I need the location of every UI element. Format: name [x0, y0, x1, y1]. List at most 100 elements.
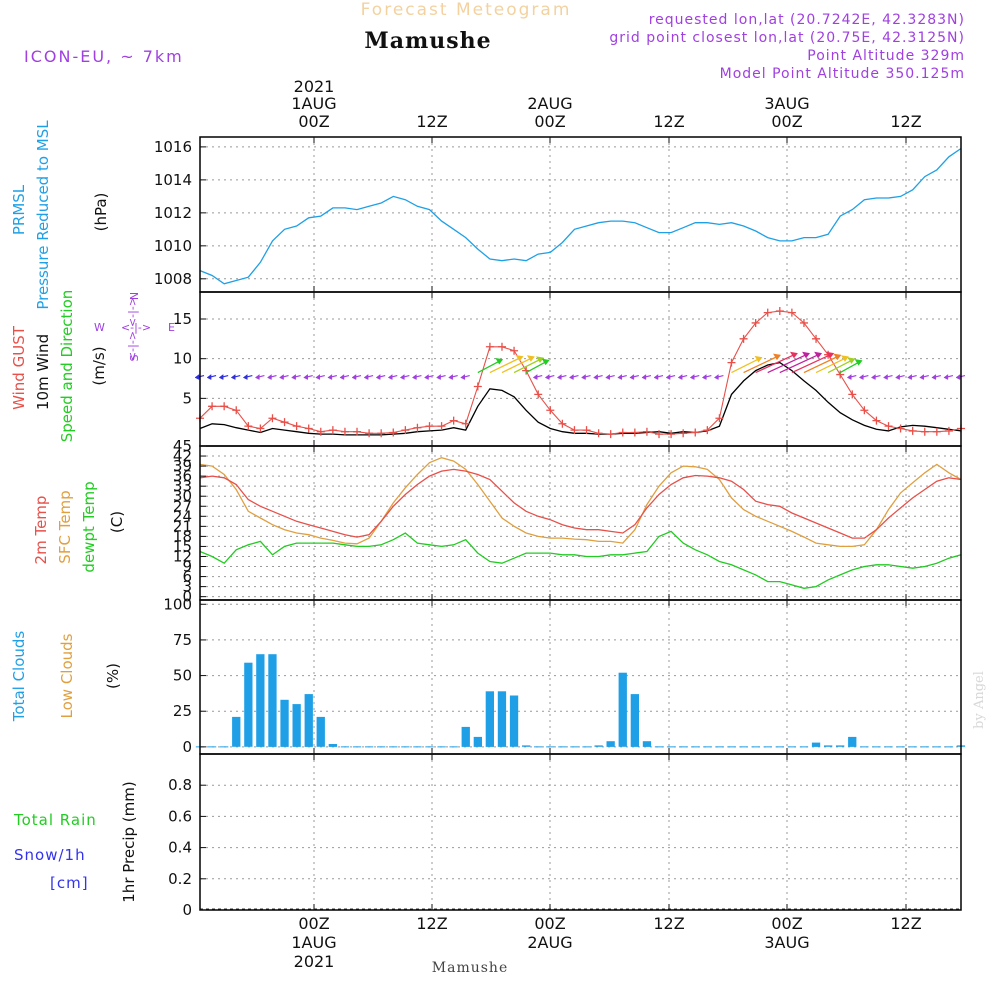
top-year-label: 2021: [294, 77, 335, 96]
gust-marker: [642, 427, 651, 436]
footer-location: Mamushe: [432, 960, 508, 976]
gust-marker: [449, 416, 458, 425]
ytick-label-p2-15: 45: [173, 437, 192, 455]
gust-marker: [389, 428, 398, 437]
compass-e: E: [168, 321, 175, 334]
wind-arrowhead: [833, 353, 842, 361]
wind-arrowhead: [847, 357, 856, 364]
bottom-date-2: 2AUG: [527, 933, 572, 952]
ytick-label-p0-2: 1012: [154, 204, 192, 222]
gust-marker: [208, 402, 217, 411]
compass-s: S: [128, 354, 141, 361]
point-altitude: Point Altitude 329m: [807, 48, 965, 64]
wind-arrowhead: [230, 374, 236, 380]
panel-frame-0: [199, 136, 962, 293]
wind-arrowhead: [194, 374, 200, 380]
ytick-label-p3-2: 50: [173, 667, 192, 685]
wind-arrowhead: [291, 374, 296, 380]
wind-arrowhead: [907, 374, 912, 380]
cloud-bar: [642, 741, 652, 747]
ytick-label-p2-8: 24: [173, 507, 192, 525]
cloud-bar: [497, 691, 507, 747]
gust-marker: [787, 308, 796, 317]
bottom-tick-1: 12Z: [416, 914, 447, 933]
wind-arrowhead: [206, 374, 212, 380]
gust-marker: [365, 429, 374, 438]
cloud-bar: [824, 745, 833, 747]
gust-marker: [244, 422, 253, 431]
ytick-label-p3-0: 0: [182, 738, 192, 756]
wind-arrowhead: [943, 374, 949, 380]
top-tick-5: 12Z: [890, 112, 921, 131]
wind-arrowhead: [515, 354, 524, 362]
bottom-tick-5: 12Z: [890, 914, 921, 933]
cloud-bar: [232, 716, 241, 747]
panel-frame-3: [199, 599, 962, 755]
chart-title: Mamushe: [364, 28, 491, 54]
top-date-2: 2AUG: [527, 94, 572, 113]
wind-arrowhead: [895, 374, 900, 380]
compass-ew-arrow: <-|->: [121, 321, 151, 334]
gust-marker: [944, 426, 953, 435]
wind-arrowhead: [883, 374, 888, 380]
bottom-tick-3: 12Z: [653, 914, 684, 933]
ytick-label-p3-3: 75: [173, 631, 192, 649]
wind-arrowhead: [448, 374, 453, 380]
cloud-bar: [618, 672, 627, 747]
pressure-unit: (hPa): [92, 193, 110, 232]
temp2m-label: 2m Temp: [32, 496, 50, 565]
gust-marker: [812, 334, 821, 343]
wind-direction-arrow: [743, 354, 781, 374]
cloud-bar: [485, 691, 494, 747]
wind-arrowhead: [854, 359, 863, 366]
ytick-label-p2-0: 0: [182, 588, 192, 606]
wind-direction-arrow: [489, 356, 523, 374]
cloud-bar: [811, 742, 821, 747]
gust-marker: [618, 428, 627, 437]
wind-arrowhead: [814, 351, 823, 359]
cloud-bar: [836, 745, 845, 747]
ytick-label-p4-0: 0: [182, 901, 192, 919]
cloud-bar: [473, 736, 482, 747]
gust-marker: [510, 346, 519, 355]
gust-marker: [328, 426, 337, 435]
wind-direction-arrow: [731, 357, 762, 374]
gust-marker: [630, 428, 639, 437]
wind-arrowhead: [802, 351, 810, 359]
top-tick-3: 12Z: [653, 112, 684, 131]
grid-layer: [200, 137, 961, 911]
ytick-label-p1-2: 15: [173, 310, 192, 328]
gust-marker: [546, 406, 555, 415]
gust-marker: [461, 419, 470, 428]
cloud-bar: [316, 716, 325, 747]
clouds-unit: (%): [104, 663, 122, 689]
wind-arrowhead: [526, 355, 535, 362]
temp-unit: (C): [108, 511, 126, 533]
wind-arrowhead: [701, 374, 707, 380]
cloud-bar: [509, 695, 519, 747]
wind-arrowhead: [677, 374, 683, 380]
wind-direction-arrow: [501, 356, 535, 374]
axis-layer: 1008101010121014101651015036912151821242…: [154, 137, 907, 919]
ytick-label-p4-2: 0.4: [168, 839, 192, 857]
gust-marker: [220, 402, 229, 411]
gust-marker: [896, 424, 905, 433]
gust-marker: [256, 424, 265, 433]
top-date-3: 3AUG: [764, 94, 809, 113]
cloud-bar: [606, 741, 615, 747]
wind-arrowhead: [532, 374, 538, 380]
ytick-label-p1-1: 10: [173, 350, 192, 368]
gust-marker: [280, 418, 289, 427]
gust-marker: [932, 427, 941, 436]
gust-marker: [920, 427, 929, 436]
pressure-label-2: Pressure Reduced to MSL: [34, 120, 52, 310]
cloud-bar: [461, 726, 470, 747]
wind-arrowhead: [653, 374, 659, 380]
sfc-temp-label: SFC Temp: [56, 490, 74, 563]
dewpt-line: [199, 530, 962, 589]
ytick-label-p2-6: 18: [173, 527, 192, 545]
gust-marker: [377, 429, 386, 438]
cloud-bar: [630, 694, 639, 747]
bottom-date-1: 1AUG: [291, 933, 336, 952]
